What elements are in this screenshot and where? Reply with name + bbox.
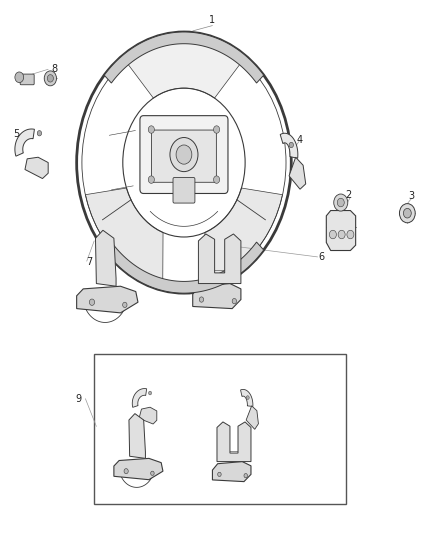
Polygon shape xyxy=(217,422,251,462)
Text: 7: 7 xyxy=(87,257,93,267)
Circle shape xyxy=(176,145,192,164)
Circle shape xyxy=(232,298,237,304)
Circle shape xyxy=(37,131,42,136)
Polygon shape xyxy=(132,389,147,407)
Circle shape xyxy=(89,299,95,305)
Text: 4: 4 xyxy=(297,135,303,144)
Text: 3: 3 xyxy=(409,191,415,200)
Circle shape xyxy=(338,230,345,239)
Circle shape xyxy=(15,72,24,83)
Circle shape xyxy=(337,198,344,207)
Polygon shape xyxy=(129,414,145,458)
Polygon shape xyxy=(205,188,283,284)
Polygon shape xyxy=(95,230,116,286)
Circle shape xyxy=(347,230,354,239)
Polygon shape xyxy=(104,242,264,293)
Text: 1: 1 xyxy=(209,15,215,25)
Text: 6: 6 xyxy=(319,252,325,262)
Bar xyxy=(94,354,346,504)
Circle shape xyxy=(289,142,293,148)
Polygon shape xyxy=(104,32,264,83)
FancyBboxPatch shape xyxy=(173,177,195,203)
Circle shape xyxy=(148,176,154,183)
Circle shape xyxy=(151,471,154,475)
Polygon shape xyxy=(114,458,163,480)
Circle shape xyxy=(47,75,53,82)
Polygon shape xyxy=(240,390,253,407)
Circle shape xyxy=(399,204,415,223)
Circle shape xyxy=(148,126,154,133)
Circle shape xyxy=(44,71,57,86)
Polygon shape xyxy=(15,129,35,156)
Text: 2: 2 xyxy=(345,190,351,199)
FancyBboxPatch shape xyxy=(140,116,228,193)
Circle shape xyxy=(329,230,336,239)
Text: 5: 5 xyxy=(14,130,20,139)
Polygon shape xyxy=(212,462,251,482)
Circle shape xyxy=(244,473,247,478)
Circle shape xyxy=(334,194,348,211)
Polygon shape xyxy=(198,234,241,284)
Circle shape xyxy=(124,469,128,474)
Text: 8: 8 xyxy=(52,64,58,74)
FancyBboxPatch shape xyxy=(20,74,34,85)
Circle shape xyxy=(170,138,198,172)
Circle shape xyxy=(199,297,204,302)
Polygon shape xyxy=(125,38,243,98)
Polygon shape xyxy=(85,188,163,284)
Polygon shape xyxy=(289,157,306,189)
Polygon shape xyxy=(25,157,48,179)
FancyBboxPatch shape xyxy=(152,130,216,182)
Circle shape xyxy=(403,208,411,218)
Text: 9: 9 xyxy=(76,394,82,403)
Circle shape xyxy=(213,176,219,183)
Polygon shape xyxy=(280,133,298,158)
Polygon shape xyxy=(77,286,138,313)
Circle shape xyxy=(246,395,249,400)
Polygon shape xyxy=(246,406,258,430)
Polygon shape xyxy=(193,284,241,309)
Circle shape xyxy=(123,302,127,308)
Circle shape xyxy=(213,126,219,133)
Circle shape xyxy=(218,472,221,477)
Polygon shape xyxy=(139,407,157,424)
Polygon shape xyxy=(326,211,356,251)
Circle shape xyxy=(148,391,152,395)
